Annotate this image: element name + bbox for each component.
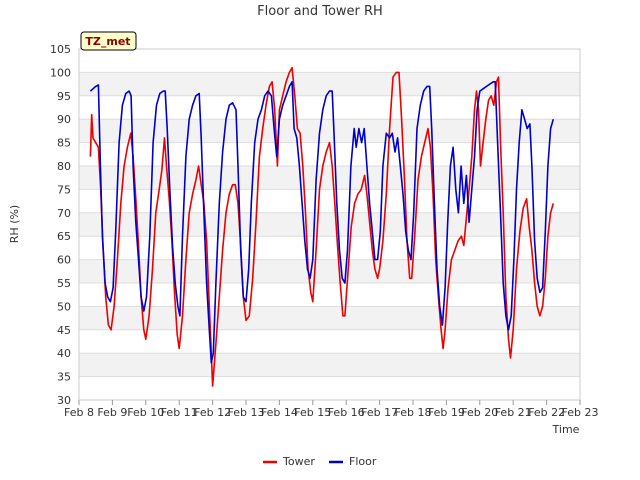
x-tick-label: Feb 14 <box>261 406 298 419</box>
y-axis-ticks: 30 35 40 45 50 55 60 65 70 75 80 85 90 95 100 105 <box>50 43 71 407</box>
x-tick-label: Feb 10 <box>127 406 164 419</box>
x-tick-label: Feb 13 <box>228 406 265 419</box>
background-band <box>79 142 580 166</box>
site-badge: TZ_met <box>80 31 137 51</box>
background-band <box>79 283 580 307</box>
y-tick-label: 75 <box>57 183 71 196</box>
legend-label-floor: Floor <box>349 455 377 468</box>
y-tick-label: 90 <box>57 113 71 126</box>
background-band <box>79 376 580 400</box>
site-badge-box <box>80 31 137 51</box>
background-band <box>79 329 580 354</box>
x-tick-label: Feb 23 <box>562 406 599 419</box>
y-tick-label: 85 <box>57 137 71 150</box>
y-tick-label: 40 <box>57 347 71 360</box>
y-tick-label: 95 <box>57 90 71 103</box>
background-band <box>79 49 580 73</box>
series-line-tower <box>89 66 555 387</box>
x-tick-label: Feb 17 <box>361 406 398 419</box>
plot-frame <box>78 48 581 401</box>
x-tick-label: Feb 18 <box>395 406 432 419</box>
x-tick-label: Feb 16 <box>328 406 365 419</box>
x-tick-label: Feb 21 <box>495 406 532 419</box>
series-line-floor <box>89 81 555 364</box>
x-tick-label: Feb 11 <box>161 406 198 419</box>
background-band <box>79 259 580 283</box>
y-axis-label: RH (%) <box>8 205 21 243</box>
x-tick-label: Feb 20 <box>461 406 498 419</box>
background-band <box>79 166 580 190</box>
y-tick-label: 60 <box>57 254 71 267</box>
background-band <box>79 353 580 377</box>
y-tick-label: 35 <box>57 371 71 384</box>
x-tick-label: Feb 15 <box>294 406 331 419</box>
plot-background-bands <box>79 49 580 400</box>
x-tick-label: Feb 22 <box>528 406 565 419</box>
y-tick-label: 50 <box>57 300 71 313</box>
series-lines <box>89 66 555 387</box>
y-tick-label: 45 <box>57 324 71 337</box>
site-badge-label: TZ_met <box>85 35 130 48</box>
x-tick-label: Feb 19 <box>428 406 465 419</box>
y-tick-label: 65 <box>57 230 71 243</box>
y-tick-label: 100 <box>50 66 71 79</box>
y-tick-label: 105 <box>50 43 71 56</box>
y-tick-label: 30 <box>57 394 71 407</box>
background-band <box>79 119 580 143</box>
background-band <box>79 306 580 330</box>
x-axis-label: Time <box>552 423 580 436</box>
legend: Tower Floor <box>263 455 377 468</box>
background-band <box>79 72 580 96</box>
legend-label-tower: Tower <box>282 455 315 468</box>
x-tick-label: Feb 12 <box>194 406 231 419</box>
y-tick-label: 55 <box>57 277 71 290</box>
background-band <box>79 189 580 213</box>
background-band <box>79 95 580 120</box>
chart-title: Floor and Tower RH <box>257 4 383 19</box>
x-tick-label: Feb 8 <box>64 406 94 419</box>
y-tick-label: 80 <box>57 160 71 173</box>
y-tick-label: 70 <box>57 207 71 220</box>
x-tick-label: Feb 9 <box>97 406 127 419</box>
